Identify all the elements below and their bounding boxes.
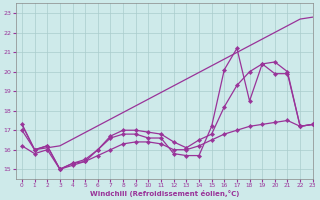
- X-axis label: Windchill (Refroidissement éolien,°C): Windchill (Refroidissement éolien,°C): [90, 190, 239, 197]
